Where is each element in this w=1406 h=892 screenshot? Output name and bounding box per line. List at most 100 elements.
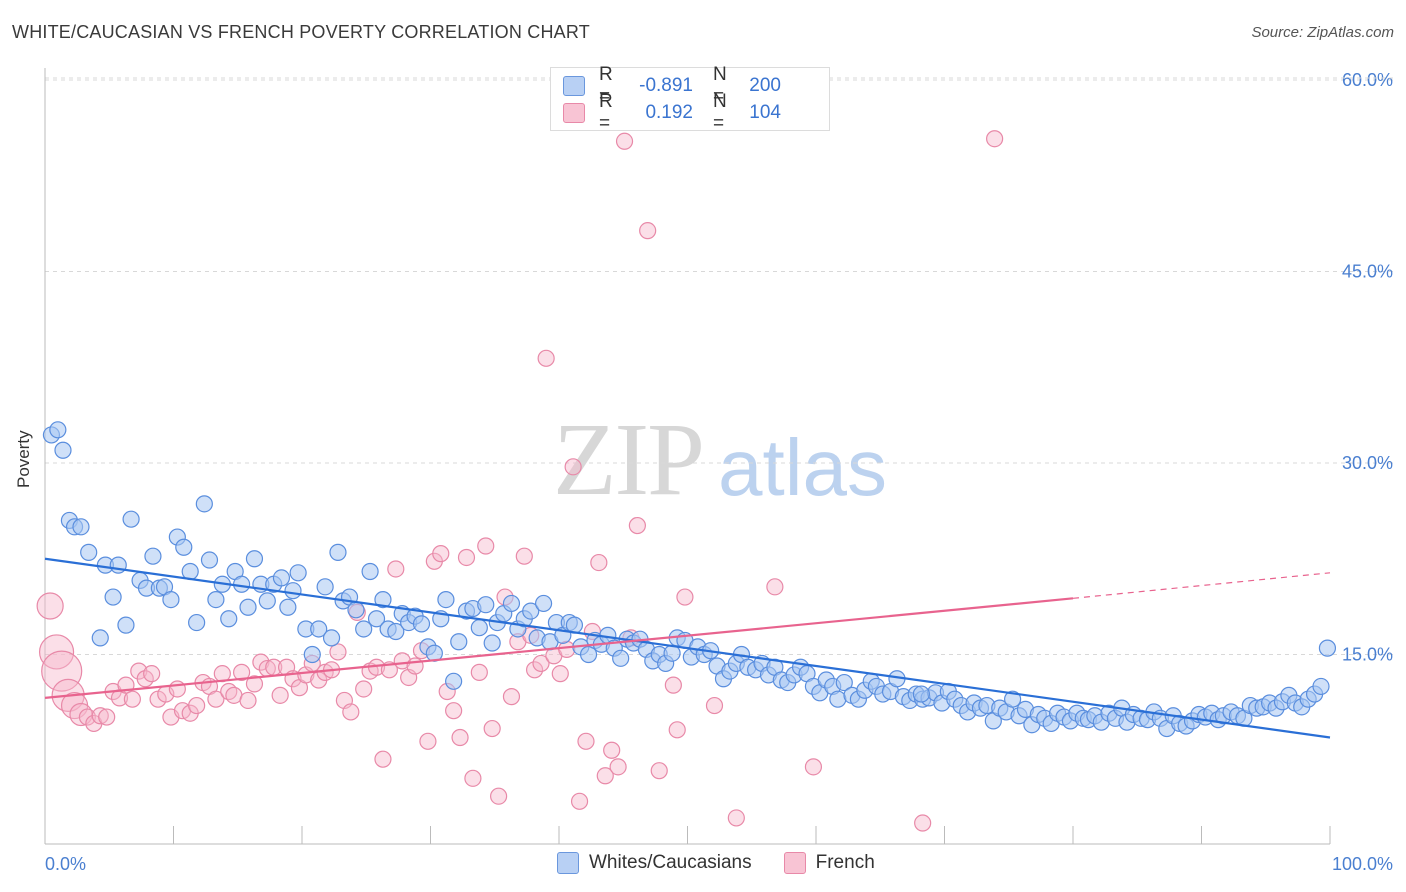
- white-point: [522, 602, 540, 620]
- french-point: [570, 792, 589, 810]
- white-point: [1004, 690, 1022, 708]
- french-point: [207, 690, 225, 708]
- french-point: [239, 691, 257, 710]
- french-point: [914, 814, 932, 832]
- white-point: [502, 594, 521, 613]
- series-legend: Whites/Caucasians French: [557, 852, 907, 874]
- french-point: [168, 680, 186, 698]
- legend-n-label: N =: [713, 91, 727, 134]
- white-point: [445, 672, 463, 690]
- x-tick-label-min: 0.0%: [45, 854, 86, 874]
- french-point: [329, 643, 347, 661]
- french-point: [78, 708, 97, 726]
- white-point: [450, 633, 468, 651]
- white-point: [72, 518, 90, 536]
- white-point: [258, 592, 276, 610]
- french-point: [490, 787, 508, 805]
- white-point: [220, 610, 238, 628]
- white-point: [54, 441, 72, 459]
- french-point: [432, 545, 450, 563]
- french-point: [986, 130, 1004, 148]
- chart-title: WHITE/CAUCASIAN VS FRENCH POVERTY CORREL…: [12, 22, 590, 42]
- white-point: [483, 634, 501, 652]
- french-point: [596, 767, 614, 785]
- white-point: [347, 601, 365, 619]
- french-point: [502, 688, 521, 706]
- white-point: [912, 685, 930, 703]
- white-point: [284, 582, 302, 600]
- white-point: [303, 645, 321, 664]
- french-point: [445, 702, 463, 720]
- watermark-atlas: atlas: [718, 423, 887, 512]
- legend-n-label: N =: [713, 64, 727, 107]
- legend-label-french: French: [815, 852, 875, 873]
- french-point: [419, 732, 437, 750]
- white-point: [117, 616, 135, 634]
- white-point: [361, 562, 379, 581]
- french-point: [525, 661, 544, 679]
- white-point: [1318, 639, 1337, 657]
- white-point: [49, 421, 67, 439]
- legend-row-whites: R = -0.891 N = 200: [563, 64, 781, 107]
- correlation-legend: R = -0.891 N = 200 R = 0.192 N = 104: [550, 64, 830, 134]
- white-point: [1312, 677, 1330, 696]
- source-label: Source: ZipAtlas.com: [1251, 24, 1394, 41]
- legend-item-french[interactable]: French: [783, 852, 875, 874]
- white-point: [188, 613, 206, 632]
- french-point: [676, 588, 694, 606]
- white-point: [104, 588, 122, 606]
- french-point: [188, 696, 206, 715]
- white-point: [829, 690, 847, 708]
- white-point: [175, 538, 193, 556]
- french-point: [766, 578, 784, 596]
- white-point: [612, 649, 630, 667]
- y-tick-label: 30.0%: [1342, 453, 1393, 473]
- french-point: [406, 657, 424, 675]
- white-point: [272, 569, 291, 587]
- french-point: [252, 653, 270, 671]
- french-point: [91, 707, 109, 725]
- white-point: [367, 610, 386, 628]
- french-point: [143, 665, 161, 683]
- french-point: [233, 663, 251, 681]
- french-point: [804, 758, 823, 776]
- white-point: [316, 578, 334, 596]
- legend-label-whites: Whites/Caucasians: [589, 852, 752, 873]
- blue-square-icon: [557, 852, 579, 874]
- white-point: [144, 547, 162, 565]
- white-point: [80, 543, 98, 561]
- french-point: [664, 676, 682, 694]
- pink-square-icon: [783, 852, 806, 874]
- white-point: [195, 495, 213, 513]
- french-point: [515, 547, 533, 565]
- white-point: [387, 622, 405, 641]
- french-point: [639, 222, 657, 240]
- legend-r-label: R =: [599, 91, 613, 134]
- french-point: [123, 690, 141, 708]
- white-point: [91, 629, 109, 647]
- white-point: [200, 551, 219, 569]
- french-point: [537, 349, 555, 367]
- french-point: [483, 719, 501, 738]
- white-point: [355, 620, 373, 638]
- french-point: [374, 750, 392, 768]
- french-point: [628, 516, 646, 535]
- french-point: [532, 654, 550, 673]
- legend-n-value: 200: [749, 75, 781, 96]
- white-point: [289, 564, 307, 582]
- legend-item-whites[interactable]: Whites/Caucasians: [557, 852, 752, 874]
- pink-swatch-icon: [563, 103, 585, 123]
- white-point: [310, 620, 328, 638]
- french-point: [271, 686, 289, 704]
- white-point: [122, 510, 140, 528]
- french-point: [477, 537, 495, 555]
- y-tick-label: 15.0%: [1342, 645, 1393, 665]
- french-point: [36, 592, 64, 620]
- white-point: [579, 645, 598, 664]
- legend-n-value: 104: [749, 102, 781, 123]
- french-point: [615, 132, 634, 150]
- french-point: [551, 665, 569, 683]
- y-tick-label: 45.0%: [1342, 262, 1393, 282]
- blue-swatch-icon: [563, 76, 585, 96]
